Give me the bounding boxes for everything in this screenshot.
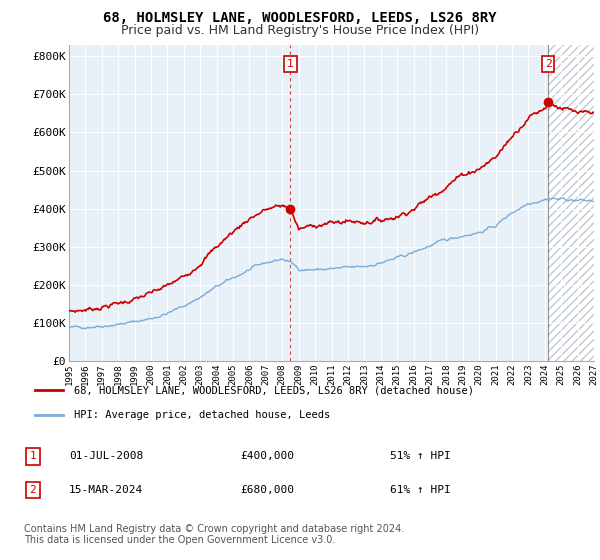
Text: 1: 1 bbox=[287, 59, 294, 69]
Text: £400,000: £400,000 bbox=[240, 451, 294, 461]
Text: 1: 1 bbox=[29, 451, 37, 461]
Bar bbox=[548, 45, 594, 361]
Text: £680,000: £680,000 bbox=[240, 485, 294, 495]
Text: Price paid vs. HM Land Registry's House Price Index (HPI): Price paid vs. HM Land Registry's House … bbox=[121, 24, 479, 36]
Text: Contains HM Land Registry data © Crown copyright and database right 2024.
This d: Contains HM Land Registry data © Crown c… bbox=[24, 524, 404, 545]
Text: 2: 2 bbox=[545, 59, 551, 69]
Text: HPI: Average price, detached house, Leeds: HPI: Average price, detached house, Leed… bbox=[74, 410, 330, 420]
Text: 68, HOLMSLEY LANE, WOODLESFORD, LEEDS, LS26 8RY (detached house): 68, HOLMSLEY LANE, WOODLESFORD, LEEDS, L… bbox=[74, 385, 473, 395]
Text: 61% ↑ HPI: 61% ↑ HPI bbox=[390, 485, 451, 495]
Text: 2: 2 bbox=[29, 485, 37, 495]
Text: 51% ↑ HPI: 51% ↑ HPI bbox=[390, 451, 451, 461]
Text: 68, HOLMSLEY LANE, WOODLESFORD, LEEDS, LS26 8RY: 68, HOLMSLEY LANE, WOODLESFORD, LEEDS, L… bbox=[103, 11, 497, 25]
Text: 01-JUL-2008: 01-JUL-2008 bbox=[69, 451, 143, 461]
Text: 15-MAR-2024: 15-MAR-2024 bbox=[69, 485, 143, 495]
